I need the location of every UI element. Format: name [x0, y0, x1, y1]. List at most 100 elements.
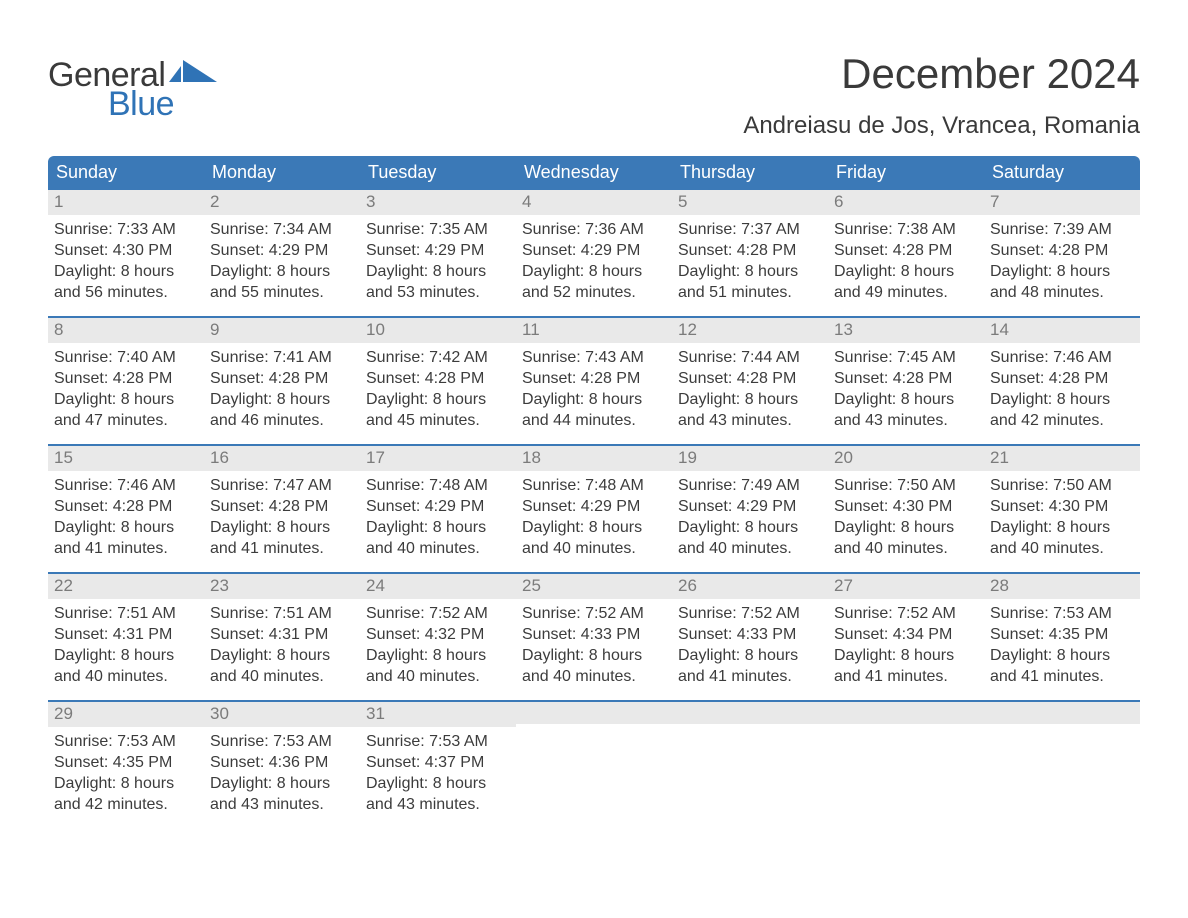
sunset-line: Sunset: 4:28 PM [210, 496, 354, 517]
daylight-line-2: and 56 minutes. [54, 282, 198, 303]
daylight-line-1: Daylight: 8 hours [678, 517, 822, 538]
daylight-label: Daylight: [678, 263, 740, 280]
daylight-minutes: 40 [85, 668, 103, 685]
day-number: 1 [54, 192, 63, 211]
daylight-hours: 8 [121, 391, 130, 408]
day-number-row: 25 [516, 574, 672, 599]
sunset-line: Sunset: 4:28 PM [990, 368, 1134, 389]
day-number-row: 12 [672, 318, 828, 343]
sunset-line: Sunset: 4:31 PM [54, 624, 198, 645]
day-number: 26 [678, 576, 697, 595]
sunrise-time: 7:51 AM [273, 605, 332, 622]
sunset-time: 4:29 PM [581, 498, 641, 515]
daylight-line-1: Daylight: 8 hours [990, 517, 1134, 538]
day-body: Sunrise: 7:33 AMSunset: 4:30 PMDaylight:… [48, 215, 204, 309]
day-body: Sunrise: 7:53 AMSunset: 4:35 PMDaylight:… [48, 727, 204, 821]
day-number-row: 18 [516, 446, 672, 471]
day-number: 23 [210, 576, 229, 595]
daylight-minutes: 41 [241, 540, 259, 557]
daylight-hours: 8 [901, 647, 910, 664]
sunrise-time: 7:46 AM [117, 477, 176, 494]
daylight-hours: 8 [121, 775, 130, 792]
sunrise-line: Sunrise: 7:38 AM [834, 219, 978, 240]
day-cell: 8Sunrise: 7:40 AMSunset: 4:28 PMDaylight… [48, 318, 204, 444]
daylight-label: Daylight: [210, 263, 272, 280]
daylight-label: Daylight: [366, 519, 428, 536]
daylight-line-1: Daylight: 8 hours [678, 645, 822, 666]
daylight-line-1: Daylight: 8 hours [522, 261, 666, 282]
sunset-label: Sunset: [210, 754, 264, 771]
daylight-hours: 8 [277, 775, 286, 792]
sunrise-label: Sunrise: [678, 477, 737, 494]
sunset-label: Sunset: [366, 626, 420, 643]
sunset-time: 4:29 PM [425, 242, 485, 259]
day-number-row: 31 [360, 702, 516, 727]
daylight-label: Daylight: [54, 263, 116, 280]
day-body: Sunrise: 7:48 AMSunset: 4:29 PMDaylight:… [516, 471, 672, 565]
sunrise-label: Sunrise: [990, 605, 1049, 622]
sunrise-label: Sunrise: [54, 605, 113, 622]
sunrise-label: Sunrise: [366, 221, 425, 238]
day-body: Sunrise: 7:47 AMSunset: 4:28 PMDaylight:… [204, 471, 360, 565]
day-number-row: 9 [204, 318, 360, 343]
day-number: 7 [990, 192, 999, 211]
day-cell: 17Sunrise: 7:48 AMSunset: 4:29 PMDayligh… [360, 446, 516, 572]
daylight-minutes: 43 [709, 412, 727, 429]
sunrise-time: 7:53 AM [1053, 605, 1112, 622]
daylight-hours: 8 [589, 263, 598, 280]
sunset-line: Sunset: 4:28 PM [678, 240, 822, 261]
sunset-line: Sunset: 4:33 PM [678, 624, 822, 645]
sunset-time: 4:29 PM [425, 498, 485, 515]
sunset-line: Sunset: 4:28 PM [834, 240, 978, 261]
sunrise-label: Sunrise: [54, 221, 113, 238]
daylight-line-1: Daylight: 8 hours [366, 261, 510, 282]
sunset-time: 4:28 PM [737, 242, 797, 259]
daylight-label: Daylight: [678, 647, 740, 664]
sunset-label: Sunset: [522, 242, 576, 259]
day-cell-empty [672, 702, 828, 828]
day-cell: 28Sunrise: 7:53 AMSunset: 4:35 PMDayligh… [984, 574, 1140, 700]
daylight-hours: 8 [1057, 519, 1066, 536]
daylight-minutes: 41 [709, 668, 727, 685]
sunset-line: Sunset: 4:28 PM [834, 368, 978, 389]
daylight-minutes: 41 [865, 668, 883, 685]
sunrise-time: 7:46 AM [1053, 349, 1112, 366]
sunset-line: Sunset: 4:32 PM [366, 624, 510, 645]
day-number-row [984, 702, 1140, 724]
daylight-hours: 8 [745, 391, 754, 408]
daylight-line-1: Daylight: 8 hours [210, 773, 354, 794]
daylight-line-2: and 41 minutes. [990, 666, 1134, 687]
sunset-label: Sunset: [54, 242, 108, 259]
calendar: SundayMondayTuesdayWednesdayThursdayFrid… [48, 156, 1140, 828]
sunrise-line: Sunrise: 7:46 AM [990, 347, 1134, 368]
sunset-label: Sunset: [210, 370, 264, 387]
daylight-line-2: and 40 minutes. [210, 666, 354, 687]
day-number-row: 21 [984, 446, 1140, 471]
sunset-time: 4:28 PM [269, 370, 329, 387]
daylight-label: Daylight: [366, 775, 428, 792]
sunset-line: Sunset: 4:28 PM [54, 496, 198, 517]
daylight-hours: 8 [277, 647, 286, 664]
daylight-minutes: 52 [553, 284, 571, 301]
day-cell-empty [984, 702, 1140, 828]
sunrise-label: Sunrise: [834, 221, 893, 238]
day-number: 5 [678, 192, 687, 211]
daylight-line-2: and 41 minutes. [54, 538, 198, 559]
daylight-line-1: Daylight: 8 hours [366, 389, 510, 410]
sunset-time: 4:31 PM [269, 626, 329, 643]
day-cell: 4Sunrise: 7:36 AMSunset: 4:29 PMDaylight… [516, 190, 672, 316]
sunrise-time: 7:52 AM [741, 605, 800, 622]
daylight-line-2: and 53 minutes. [366, 282, 510, 303]
day-body: Sunrise: 7:35 AMSunset: 4:29 PMDaylight:… [360, 215, 516, 309]
day-number: 2 [210, 192, 219, 211]
daylight-minutes: 43 [241, 796, 259, 813]
day-number: 18 [522, 448, 541, 467]
daylight-line-1: Daylight: 8 hours [834, 261, 978, 282]
sunset-line: Sunset: 4:28 PM [990, 240, 1134, 261]
sunrise-line: Sunrise: 7:46 AM [54, 475, 198, 496]
day-body: Sunrise: 7:44 AMSunset: 4:28 PMDaylight:… [672, 343, 828, 437]
title-block: December 2024 Andreiasu de Jos, Vrancea,… [743, 50, 1140, 152]
sunrise-line: Sunrise: 7:49 AM [678, 475, 822, 496]
sunset-label: Sunset: [990, 626, 1044, 643]
sunrise-time: 7:53 AM [273, 733, 332, 750]
